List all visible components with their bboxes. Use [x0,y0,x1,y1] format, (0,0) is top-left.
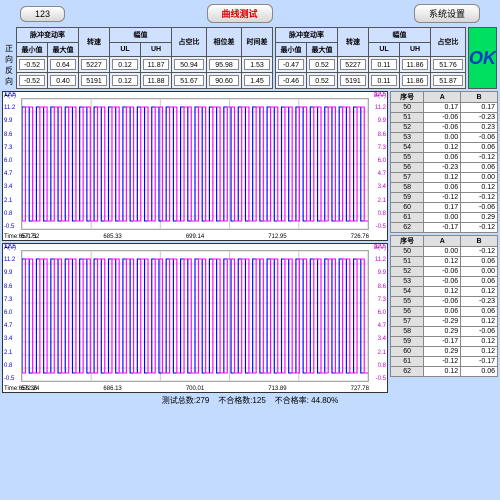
chart-2: A(V)B(V) 12.511.29.98.67.36.04.73.42.10.… [2,243,388,393]
data-table-2: 序号AB 500.00-0.12510.120.0652-0.060.0053-… [390,235,498,377]
chart-1: A(V)B(V) 12.511.29.98.67.36.04.73.42.10.… [2,91,388,241]
id-button[interactable]: 123 [20,6,65,22]
ok-status: OK [468,27,497,89]
data-table-1: 序号AB 500.170.1751-0.06-0.2352-0.060.2353… [390,91,498,233]
system-settings-button[interactable]: 系统设置 [414,4,480,23]
footer-stats: 测试总数:279 不合格数:125 不合格率: 44.80% [0,393,500,408]
left-table: 脉冲变动率 转速 幅值 占空比 相位差 时间差 最小值最大值ULUH -0.52… [16,27,273,89]
row-labels: 正向 反向 [4,27,14,89]
right-table: 脉冲变动率 转速 幅值 占空比 最小值最大值ULUH -0.470.52 522… [275,27,466,89]
curve-test-button[interactable]: 曲线测试 [207,4,273,23]
